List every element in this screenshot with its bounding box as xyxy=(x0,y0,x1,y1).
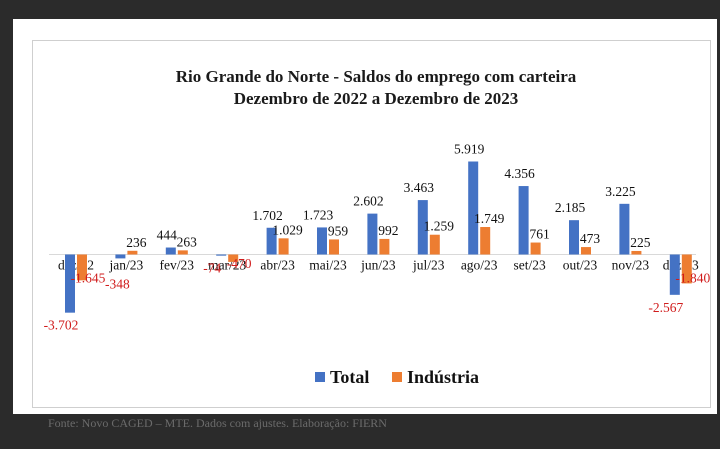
x-tick-nov-23: nov/23 xyxy=(612,258,650,273)
bar-industria-ago-23 xyxy=(480,227,491,255)
data-label-industria-set-23: 761 xyxy=(529,227,549,242)
source-note: Fonte: Novo CAGED – MTE. Dados com ajust… xyxy=(48,416,387,430)
bar-chart: Rio Grande do Norte - Saldos do emprego … xyxy=(44,67,710,387)
x-tick-jul-23: jul/23 xyxy=(412,258,445,273)
data-label-total-abr-23: 1.702 xyxy=(252,208,282,223)
data-label-total-nov-23: 3.225 xyxy=(605,184,636,199)
legend: Total Indústria xyxy=(315,367,479,387)
bar-total-abr-23 xyxy=(266,227,277,255)
bar-total-jun-23 xyxy=(367,213,378,255)
data-label-total-dez-23: -2.567 xyxy=(648,300,683,315)
bar-total-mai-23 xyxy=(317,227,327,255)
bar-total-jul-23 xyxy=(417,200,428,255)
data-label-total-out-23: 2.185 xyxy=(555,200,586,215)
data-label-total-dez-22: -3.702 xyxy=(44,318,79,333)
bar-industria-set-23 xyxy=(530,242,541,255)
data-label-total-mar-23: -74 xyxy=(203,261,221,276)
bar-industria-nov-23 xyxy=(631,250,642,255)
data-label-industria-jul-23: 1.259 xyxy=(424,219,455,234)
data-label-industria-dez-22: -1.645 xyxy=(71,271,106,286)
data-label-total-fev-23: 444 xyxy=(157,228,178,243)
data-label-total-jul-23: 3.463 xyxy=(404,180,435,195)
data-label-industria-nov-23: 225 xyxy=(630,235,651,250)
bar-total-ago-23 xyxy=(468,161,479,255)
bar-industria-mar-23 xyxy=(228,254,239,262)
x-tick-mai-23: mai/23 xyxy=(309,258,347,273)
bar-total-out-23 xyxy=(569,220,579,255)
data-label-extra-jan-23: -348 xyxy=(105,277,130,292)
legend-swatch-industria xyxy=(392,372,402,382)
legend-label-industria: Indústria xyxy=(407,367,479,387)
chart-title-line-2: Dezembro de 2022 a Dezembro de 2023 xyxy=(234,89,519,108)
data-label-industria-ago-23: 1.749 xyxy=(474,211,505,226)
bar-total-jan-23 xyxy=(115,254,126,259)
x-tick-ago-23: ago/23 xyxy=(461,258,498,273)
data-label-industria-dez-23: -1.840 xyxy=(675,271,710,286)
x-tick-out-23: out/23 xyxy=(563,258,598,273)
bar-industria-mai-23 xyxy=(329,239,339,255)
bar-industria-jul-23 xyxy=(429,234,440,255)
data-label-industria-jan-23: 236 xyxy=(126,235,146,250)
bar-total-mar-23 xyxy=(216,254,227,256)
chart-frame: Rio Grande do Norte - Saldos do emprego … xyxy=(32,40,711,408)
bar-industria-abr-23 xyxy=(278,238,289,255)
x-tick-fev-23: fev/23 xyxy=(160,258,195,273)
data-label-industria-fev-23: 263 xyxy=(177,234,198,249)
paper-background: Rio Grande do Norte - Saldos do emprego … xyxy=(13,19,717,430)
chart-title-line-1: Rio Grande do Norte - Saldos do emprego … xyxy=(176,67,577,86)
x-tick-set-23: set/23 xyxy=(513,258,545,273)
bar-total-nov-23 xyxy=(619,203,630,255)
legend-swatch-total xyxy=(315,372,325,382)
data-label-industria-abr-23: 1.029 xyxy=(272,222,303,237)
bar-total-fev-23 xyxy=(165,247,176,255)
data-label-total-jun-23: 2.602 xyxy=(353,194,383,209)
bar-industria-jan-23 xyxy=(127,250,138,255)
x-tick-abr-23: abr/23 xyxy=(260,258,295,273)
bar-industria-fev-23 xyxy=(177,250,188,255)
legend-label-total: Total xyxy=(330,367,369,387)
bar-industria-dez-22 xyxy=(77,254,87,281)
data-label-total-ago-23: 5.919 xyxy=(454,142,485,157)
data-label-total-mai-23: 1.723 xyxy=(303,207,334,222)
bar-total-dez-22 xyxy=(65,254,75,313)
data-label-industria-mar-23: -470 xyxy=(227,256,252,271)
data-label-total-set-23: 4.356 xyxy=(504,166,535,181)
bar-total-set-23 xyxy=(518,186,529,255)
x-tick-jun-23: jun/23 xyxy=(360,258,396,273)
data-label-industria-jun-23: 992 xyxy=(378,223,398,238)
bar-total-dez-23 xyxy=(669,254,680,295)
bar-industria-jun-23 xyxy=(379,238,390,255)
data-label-industria-mai-23: 959 xyxy=(328,223,349,238)
bar-industria-dez-23 xyxy=(681,254,692,284)
data-label-industria-out-23: 473 xyxy=(580,231,601,246)
x-tick-jan-23: jan/23 xyxy=(109,258,144,273)
bar-industria-out-23 xyxy=(581,247,591,255)
